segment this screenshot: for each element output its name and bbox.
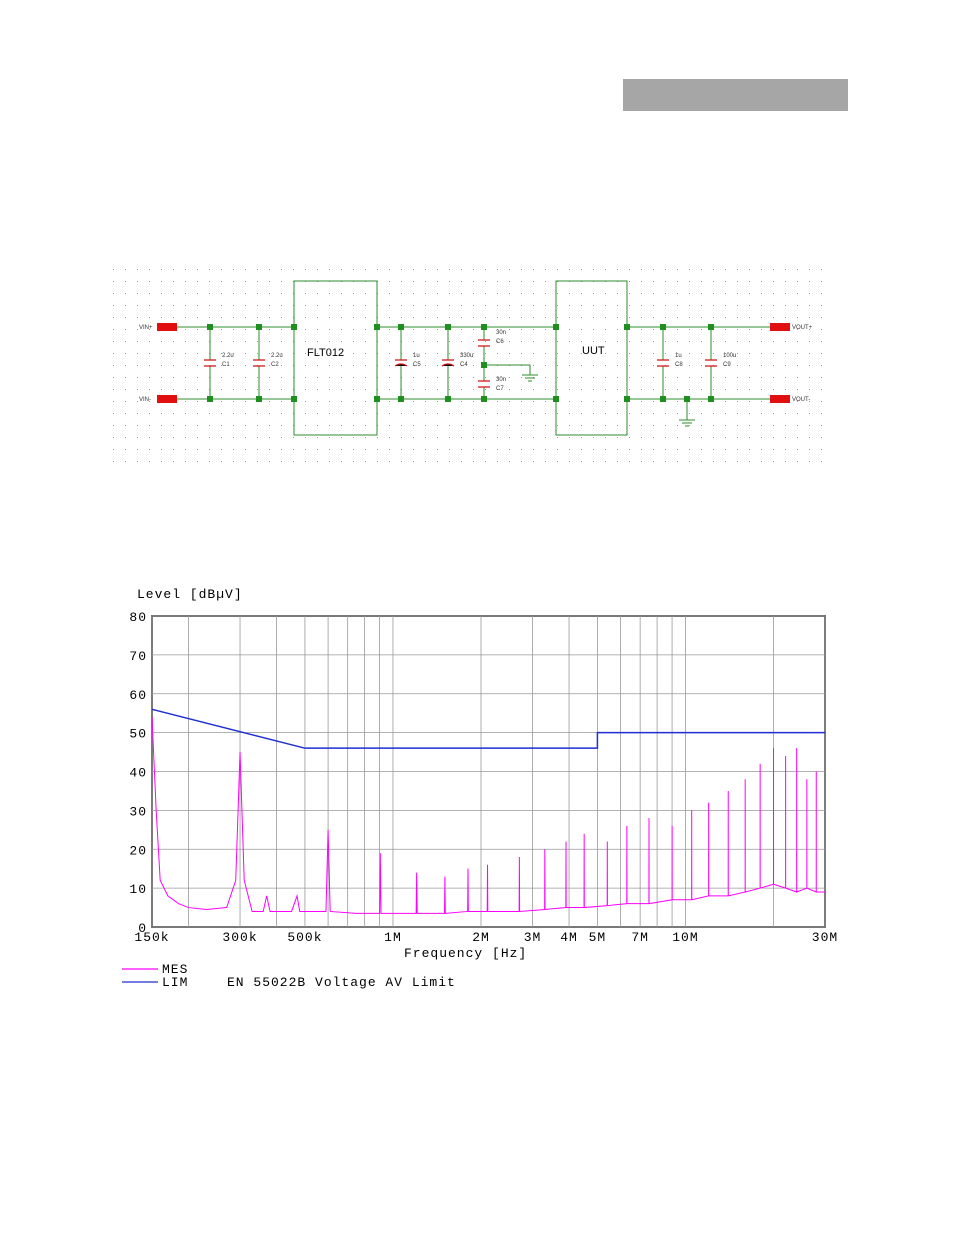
y-axis-title: Level [dBµV] xyxy=(137,587,243,602)
x-tick-label: 500k xyxy=(287,930,322,945)
header-bar xyxy=(623,79,848,111)
component-ref: C2 xyxy=(271,362,279,368)
emission-chart: Level [dBµV] Frequency [Hz] 0 10 20 30 40 50 6… xyxy=(122,587,838,990)
x-tick-label: 150k xyxy=(134,930,169,945)
component-ref: C9 xyxy=(723,362,731,368)
legend-label: LIM xyxy=(162,975,188,990)
component-ref: C8 xyxy=(675,362,683,368)
x-tick-label: 10M xyxy=(672,930,698,945)
x-tick-label: 2M xyxy=(472,930,490,945)
y-tick-label: 80 xyxy=(129,610,147,625)
x-tick-label: 5M xyxy=(589,930,607,945)
y-tick-label: 40 xyxy=(129,766,147,781)
schematic: VIN+ VIN- VOUT+ VOUT- FLT012 UUT 2.2u C1… xyxy=(113,265,831,463)
block-label: UUT xyxy=(582,345,605,357)
component-value: 1u xyxy=(413,353,420,359)
y-tick-label: 30 xyxy=(129,804,147,819)
port-label: VOUT- xyxy=(792,397,810,403)
filter-block xyxy=(293,280,378,436)
x-tick-label: 1M xyxy=(384,930,402,945)
port-label: VIN- xyxy=(139,397,151,403)
series-line xyxy=(151,708,825,749)
series-line xyxy=(151,717,825,914)
component-value: 2.2u xyxy=(222,353,234,359)
component-value: 100u xyxy=(723,353,736,359)
component-value: 2.2u xyxy=(271,353,283,359)
y-tick-label: 0 xyxy=(138,921,147,936)
x-tick-label: 3M xyxy=(524,930,542,945)
component-ref: C1 xyxy=(222,362,230,368)
component-ref: C5 xyxy=(413,362,421,368)
component-ref: C7 xyxy=(496,386,504,392)
y-tick-label: 70 xyxy=(129,649,147,664)
component-value: 30n xyxy=(496,330,506,336)
x-axis-title: Frequency [Hz] xyxy=(404,946,527,961)
component-value: 30n xyxy=(496,377,506,383)
y-tick-label: 50 xyxy=(129,727,147,742)
y-tick-label: 60 xyxy=(129,688,147,703)
pads xyxy=(157,323,790,403)
legend-label: MES xyxy=(162,962,188,977)
y-tick-label: 10 xyxy=(129,882,147,897)
component-value: 330u xyxy=(460,353,473,359)
nodes xyxy=(207,324,714,402)
schematic-grid xyxy=(113,265,831,463)
wires xyxy=(177,326,770,400)
uut-block xyxy=(555,280,628,436)
port-label: VOUT+ xyxy=(792,325,813,331)
x-tick-label: 7M xyxy=(631,930,649,945)
component-ref: C4 xyxy=(460,362,468,368)
component-value: 1u xyxy=(675,353,682,359)
legend-description: EN 55022B Voltage AV Limit xyxy=(227,975,456,990)
block-label: FLT012 xyxy=(307,347,344,359)
x-tick-label: 300k xyxy=(222,930,257,945)
component-ref: C6 xyxy=(496,339,504,345)
port-label: VIN+ xyxy=(139,325,153,331)
x-tick-label: 30M xyxy=(812,930,838,945)
y-tick-label: 20 xyxy=(129,843,147,858)
x-tick-label: 4M xyxy=(560,930,578,945)
